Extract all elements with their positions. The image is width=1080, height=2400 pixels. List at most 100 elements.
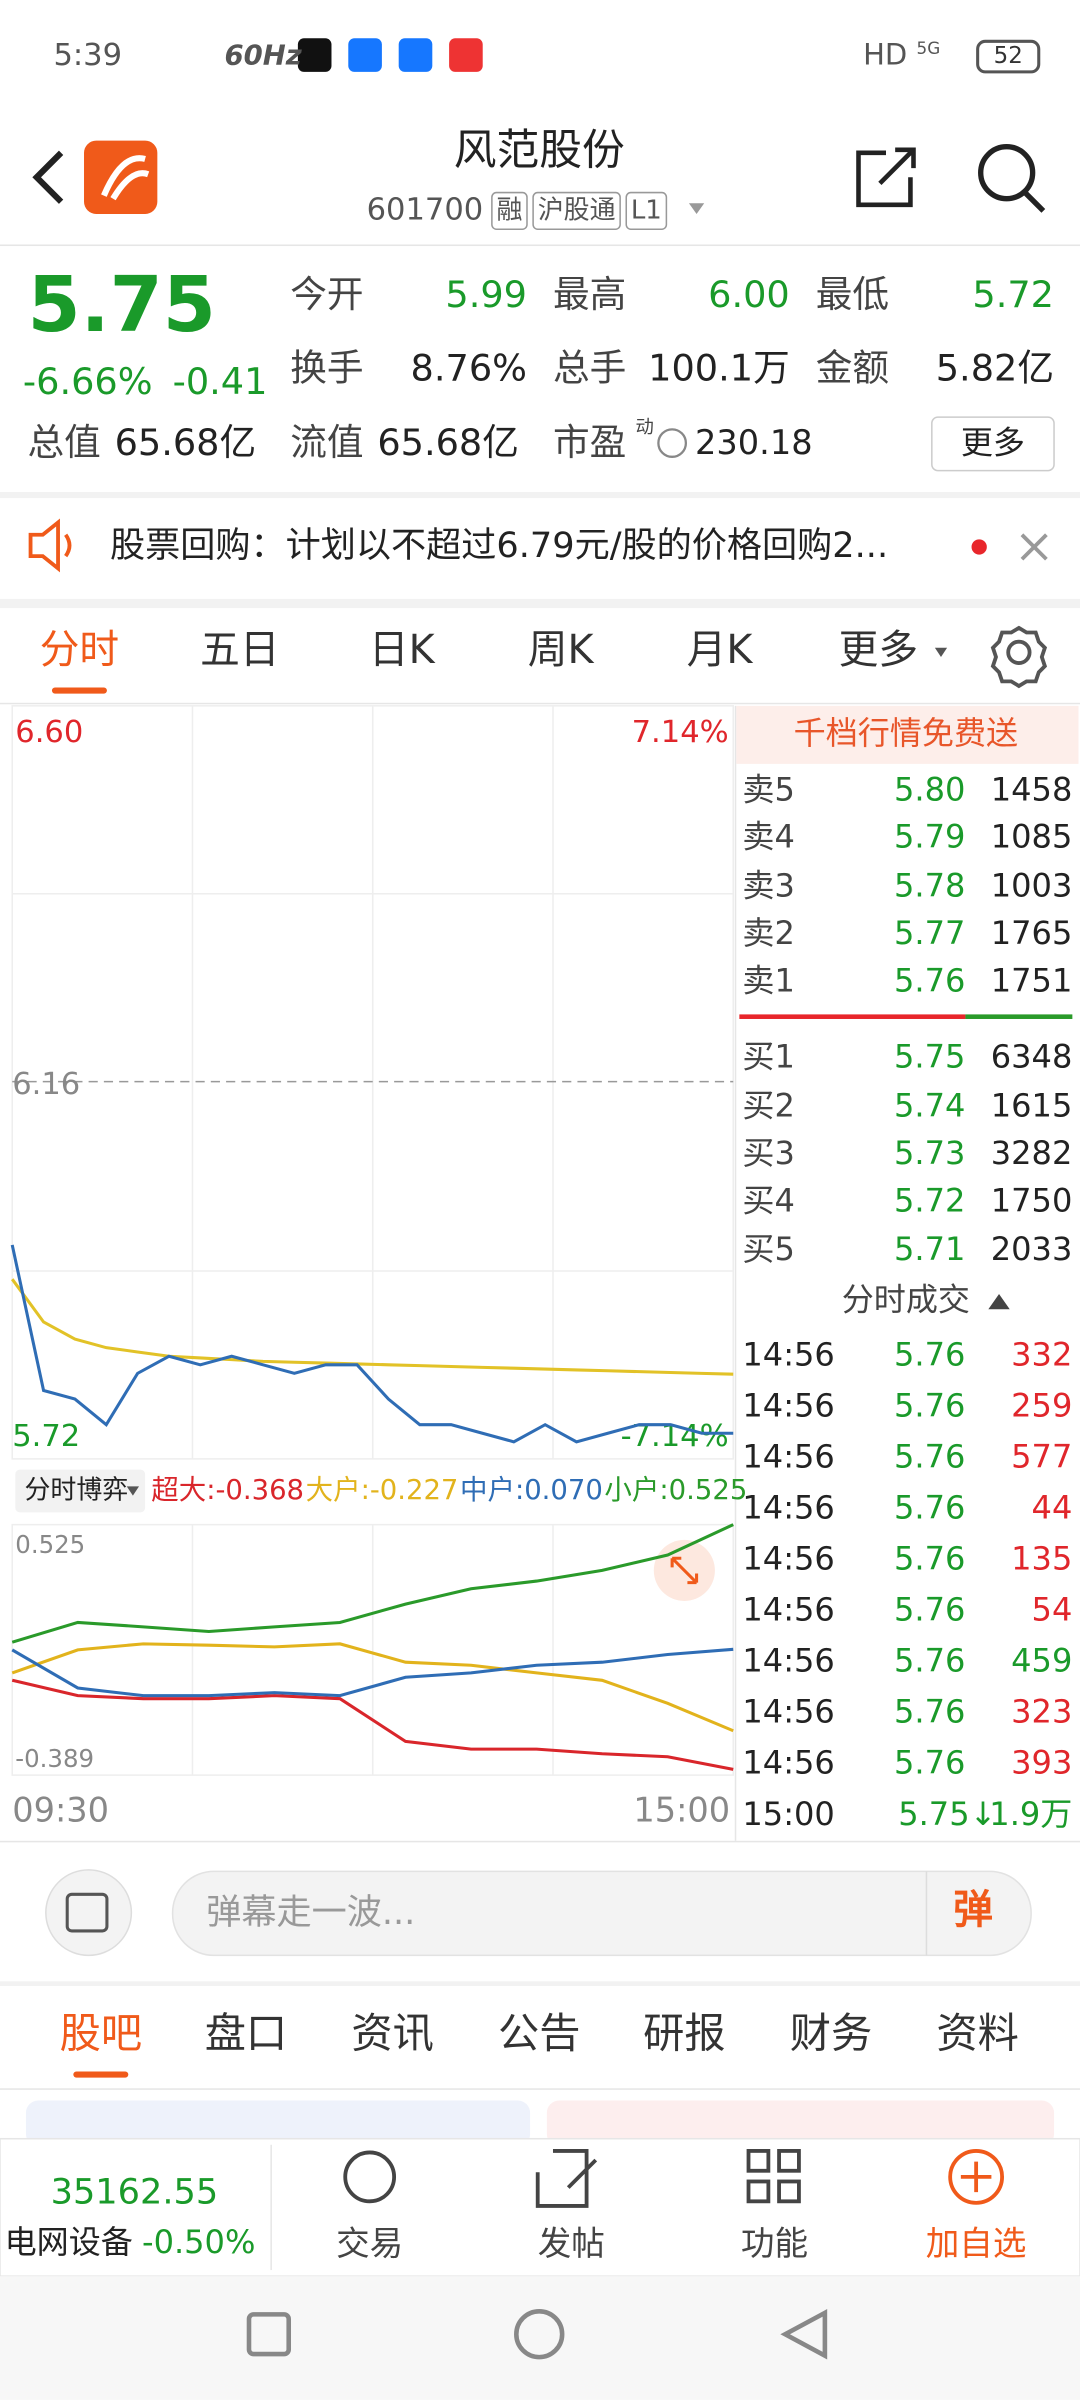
info-icon [657,428,688,458]
chart-tab[interactable]: 月K [687,627,754,673]
price-line [10,1244,734,1444]
section-tab[interactable]: 研报 [643,2009,725,2057]
sector-name: 电网设备 [5,2223,133,2261]
collapse-arrow[interactable] [988,1293,1010,1310]
dropdown-arrow [126,1486,140,1496]
action-label[interactable]: 加自选 [926,2224,1027,2263]
action-label[interactable]: 功能 [741,2224,808,2263]
flow-line [11,1642,734,1733]
home-button[interactable] [514,2309,565,2360]
section-tab[interactable]: 公告 [498,2009,580,2057]
promo-banner[interactable] [736,705,1079,764]
average-line [10,1278,734,1376]
notice-text: 股票回购：计划以不超过6.79元/股的价格回购2... [110,525,888,566]
more-button-label: 更多 [961,424,1025,462]
chart-tab[interactable]: 分时 [40,627,119,673]
book-price: 5.80 [894,770,965,808]
stat-label: 今开 [290,273,363,316]
section-tab[interactable]: 盘口 [205,2009,287,2057]
book-label: 买5 [742,1230,794,1268]
divider [0,702,1080,705]
section-tab[interactable]: 财务 [790,2009,872,2057]
section-tab[interactable]: 资讯 [351,2009,433,2057]
book-label: 卖1 [742,961,794,999]
trade-price: 5.76 [894,1438,965,1476]
comment-input[interactable] [171,1870,1032,1957]
time-start: 09:30 [12,1790,109,1829]
trade-time: 14:56 [742,1744,834,1782]
app-icon [398,38,433,72]
axis-mid: 6.16 [12,1067,80,1102]
action-label[interactable]: 发帖 [538,2224,605,2263]
tag-box [491,191,528,230]
section-tab[interactable]: 股吧 [60,2009,142,2057]
trade-time: 14:56 [742,1336,834,1374]
app-icon [297,38,332,72]
book-price: 5.75 [894,1038,965,1076]
action-label[interactable]: 交易 [336,2224,403,2263]
search-button[interactable] [978,144,1046,213]
more-button[interactable] [931,416,1055,472]
chart-tab[interactable]: 周K [528,627,595,673]
logo-glyph [101,155,150,201]
sector-change: -0.50% [142,2223,255,2261]
book-label: 卖3 [742,867,794,905]
barrage-toggle[interactable] [45,1869,133,1957]
selector-box[interactable] [15,1469,146,1513]
flow-selector: 分时博弈 [24,1476,128,1506]
trade-price: 5.76 [894,1591,965,1629]
stock-code: 601700 [367,192,484,227]
trade-price: 5.76 [894,1540,965,1578]
trade-volume: 577 [1011,1438,1072,1476]
dropdown-arrow[interactable] [688,203,705,214]
stat-label: 金额 [816,346,889,389]
chart-tab[interactable]: 五日 [200,627,279,673]
book-price: 5.71 [894,1230,965,1268]
back-button[interactable] [32,150,64,204]
card[interactable] [25,2100,531,2147]
recent-apps[interactable] [246,2312,292,2357]
share-button[interactable] [856,147,916,208]
chart-tab[interactable]: 更多 [839,627,918,673]
trade-volume: 393 [1011,1744,1072,1782]
chart-tab[interactable]: 日K [369,627,436,673]
section-tab[interactable]: 资料 [936,2009,1018,2057]
divider [0,244,1080,247]
stat-label: 最低 [816,273,889,316]
trade-time: 15:00 [742,1795,834,1833]
trade-time: 14:56 [742,1693,834,1731]
book-volume: 1750 [991,1181,1073,1219]
battery [976,39,1041,74]
divider [0,598,1080,609]
time-end: 15:00 [633,1790,730,1829]
book-volume: 1085 [991,818,1073,856]
book-volume: 1615 [991,1087,1073,1125]
trade-volume: 54 [1032,1591,1073,1629]
barrage-button[interactable]: 弹 [953,1887,993,1933]
divider [0,1840,1080,1843]
book-label: 卖4 [742,818,794,856]
stat-value: 230.18 [695,423,813,462]
action-icons [343,2149,1005,2208]
barrage-icon [65,1892,109,1933]
book-volume: 1765 [991,914,1073,952]
refresh-rate: 60Hz [225,40,303,72]
settings-button[interactable] [990,625,1048,689]
close-button[interactable] [1020,533,1048,561]
book-label: 卖5 [742,770,794,808]
divider [734,705,737,1841]
stock-tag: 沪股通 [538,195,616,225]
card[interactable] [546,2100,1055,2147]
trade-price: 5.76 [894,1387,965,1425]
flow-legend: 大户:-0.227 [306,1474,459,1506]
tab-underline [73,2071,129,2078]
battery-level: 52 [994,43,1023,69]
tag-box [625,191,668,230]
dropdown-arrow [934,647,948,657]
back-nav[interactable] [780,2309,828,2360]
stat-value: 6.00 [708,273,790,316]
trade-price: 5.76 [894,1693,965,1731]
divider [0,491,1080,499]
divider [925,1871,928,1956]
